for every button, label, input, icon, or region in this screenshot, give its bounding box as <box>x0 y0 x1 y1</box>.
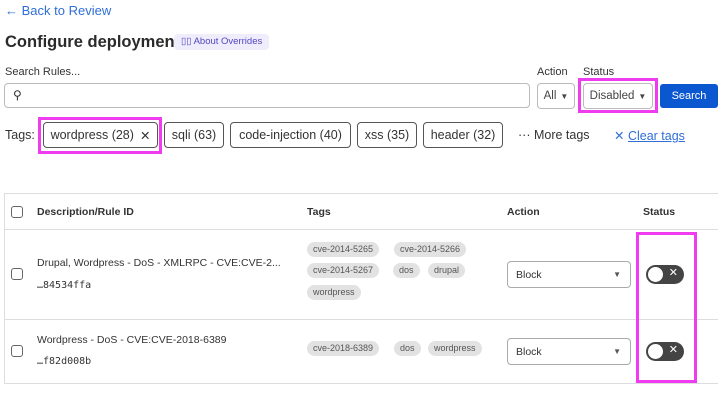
ellipsis-icon: ··· <box>518 128 534 142</box>
status-filter-select[interactable]: Disabled ▼ <box>583 83 653 109</box>
rule-id: …f82d008b <box>37 356 92 367</box>
page-title: Configure deployment <box>5 33 181 51</box>
rule-tag: dos <box>394 341 421 356</box>
rules-table <box>4 193 718 384</box>
search-button[interactable]: Search <box>660 84 718 108</box>
about-overrides-label: About Overrides <box>193 36 263 47</box>
rule-description: Drupal, Wordpress - DoS - XMLRPC - CVE:C… <box>37 257 281 269</box>
highlight-box <box>578 78 658 113</box>
tag-chip-header[interactable]: header (32) <box>423 122 503 148</box>
rule-tag: wordpress <box>428 341 482 356</box>
caret-down-icon: ▼ <box>613 347 621 356</box>
status-filter-label: Status <box>583 66 615 78</box>
row-checkbox[interactable] <box>11 268 23 280</box>
row-checkbox[interactable] <box>11 345 23 357</box>
about-overrides-button[interactable]: ▯▯ About Overrides <box>174 34 270 50</box>
action-select[interactable]: Block ▼ <box>507 261 631 288</box>
column-header-description: Description/Rule ID <box>37 206 134 218</box>
caret-down-icon: ▼ <box>560 91 569 101</box>
column-header-status: Status <box>643 206 676 218</box>
tag-chip-xss[interactable]: xss (35) <box>357 122 417 148</box>
action-select-value: Block <box>516 345 542 358</box>
book-icon: ▯▯ <box>181 36 194 47</box>
search-icon: ⚲ <box>13 88 22 102</box>
clear-tags-button[interactable]: ✕ Clear tags <box>614 128 685 143</box>
tag-chip-code-injection[interactable]: code-injection (40) <box>230 122 351 148</box>
action-filter-select[interactable]: All ▼ <box>537 83 575 109</box>
tag-chip-sqli[interactable]: sqli (63) <box>164 122 224 148</box>
column-header-tags: Tags <box>307 206 331 218</box>
more-tags-button[interactable]: ··· More tags <box>518 128 590 142</box>
highlight-box <box>636 232 697 383</box>
rule-description: Wordpress - DoS - CVE:CVE-2018-6389 <box>37 334 227 346</box>
action-select[interactable]: Block ▼ <box>507 338 631 365</box>
search-label: Search Rules... <box>5 66 81 78</box>
rule-tag: dos <box>393 263 420 278</box>
back-to-review-link[interactable]: ← Back to Review <box>5 3 112 18</box>
tag-chip-wordpress[interactable]: wordpress (28) ✕ <box>43 122 158 148</box>
caret-down-icon: ▼ <box>638 91 647 101</box>
highlight-box <box>38 117 162 154</box>
rule-tag: cve-2014-5266 <box>394 242 467 257</box>
action-filter-value: All <box>543 90 557 102</box>
status-toggle[interactable]: ✕ <box>646 342 684 361</box>
close-icon: ✕ <box>614 129 628 143</box>
action-filter-label: Action <box>537 66 568 78</box>
rule-tag: cve-2018-6389 <box>307 341 380 356</box>
action-select-value: Block <box>516 268 542 281</box>
rule-tag: cve-2014-5267 <box>307 263 380 278</box>
rule-tag: cve-2014-5265 <box>307 242 380 257</box>
rule-id: …84534ffa <box>37 280 92 291</box>
close-icon: ✕ <box>668 344 678 356</box>
select-all-checkbox[interactable] <box>11 206 23 218</box>
close-icon[interactable]: ✕ <box>139 128 151 143</box>
status-toggle[interactable]: ✕ <box>646 265 684 284</box>
tags-label: Tags: <box>5 128 35 142</box>
tag-chip-label: wordpress (28) <box>50 128 134 142</box>
column-header-action: Action <box>507 206 540 218</box>
search-input[interactable]: ⚲ <box>4 83 530 108</box>
more-tags-label: More tags <box>533 128 590 142</box>
close-icon: ✕ <box>668 267 678 279</box>
rule-tag: drupal <box>428 263 466 278</box>
caret-down-icon: ▼ <box>613 270 621 279</box>
divider <box>4 319 718 320</box>
clear-tags-label: Clear tags <box>627 129 685 143</box>
status-filter-value: Disabled <box>589 90 635 102</box>
rule-tag: wordpress <box>307 285 361 300</box>
divider <box>4 229 718 230</box>
